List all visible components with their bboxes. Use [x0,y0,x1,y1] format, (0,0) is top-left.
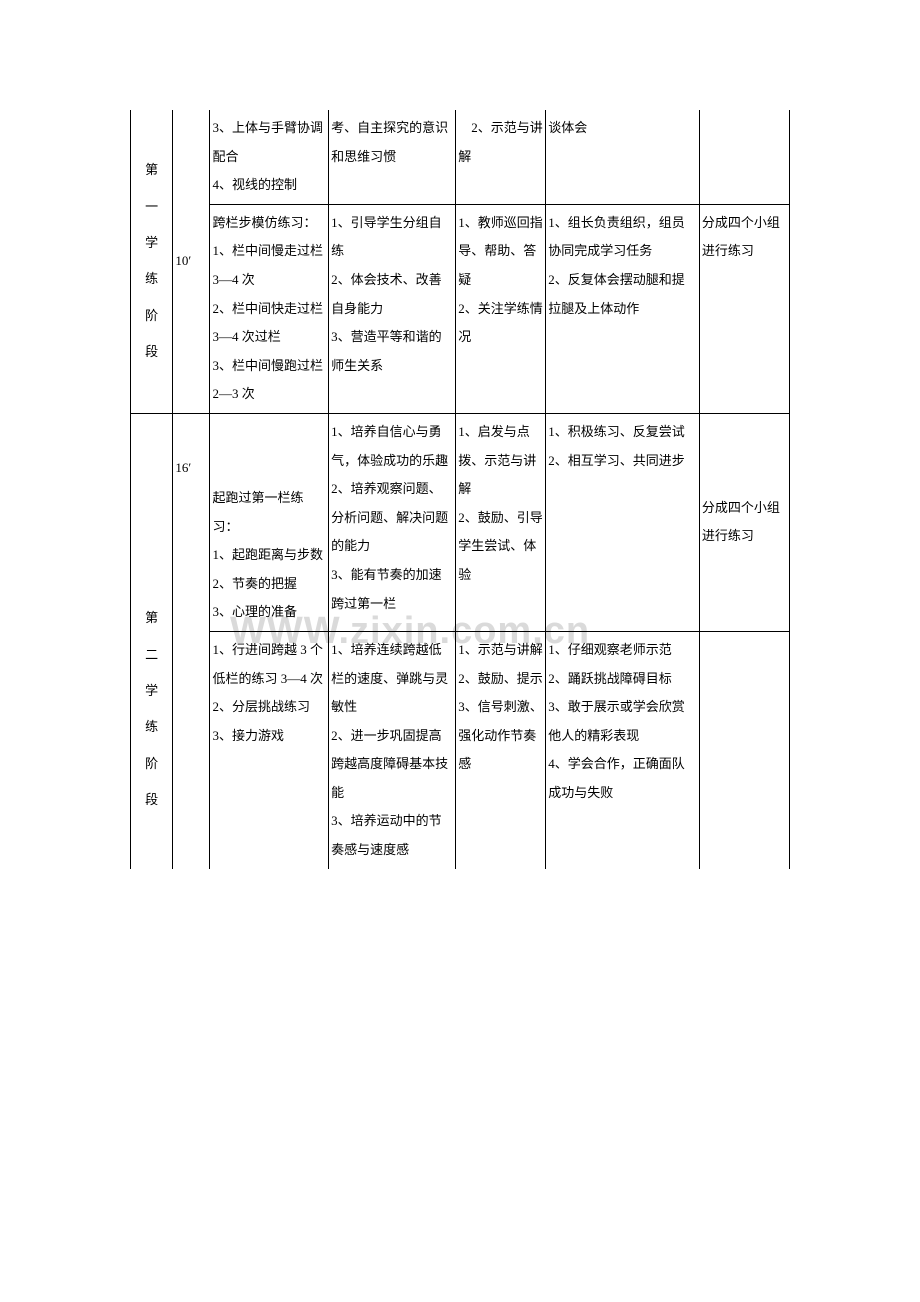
stage-2-time: 16′ [173,413,210,868]
r3-col7: 分成四个小组进行练习 [699,413,789,631]
lesson-plan-table: 第一学练阶段 10′ 3、上体与手臂协调配合4、视线的控制 考、自主探究的意识和… [130,110,790,869]
r2-col4: 1、引导学生分组自练2、体会技术、改善自身能力3、营造平等和谐的师生关系 [329,204,456,413]
r4-col4: 1、培养连续跨越低栏的速度、弹跳与灵敏性2、进一步巩固提高跨越高度障碍基本技能3… [329,631,456,868]
r4-col6: 1、仔细观察老师示范2、踊跃挑战障碍目标3、敢于展示或学会欣赏他人的精彩表现4、… [546,631,700,868]
r1-col3: 3、上体与手臂协调配合4、视线的控制 [210,110,329,204]
r3-col4: 1、培养自信心与勇气，体验成功的乐趣2、培养观察问题、分析问题、解决问题的能力3… [329,413,456,631]
r3-col5: 1、启发与点拨、示范与讲解2、鼓励、引导学生尝试、体验 [456,413,546,631]
stage-1-time: 10′ [173,110,210,413]
r2-col6: 1、组长负责组织，组员协同完成学习任务2、反复体会摆动腿和提拉腿及上体动作 [546,204,700,413]
r2-col5: 1、教师巡回指导、帮助、答疑2、关注学练情况 [456,204,546,413]
stage-1-label: 第一学练阶段 [131,110,173,413]
r4-col3: 1、行进间跨越 3 个低栏的练习 3—4 次2、分层挑战练习3、接力游戏 [210,631,329,868]
r4-col7 [699,631,789,868]
r1-col7 [699,110,789,204]
r3-col6: 1、积极练习、反复尝试2、相互学习、共同进步 [546,413,700,631]
stage-2-label: 第二学练阶段 [131,413,173,868]
r2-col7: 分成四个小组进行练习 [699,204,789,413]
r3-col3: 起跑过第一栏练习：1、起跑距离与步数2、节奏的把握3、心理的准备 [210,413,329,631]
r1-col4: 考、自主探究的意识和思维习惯 [329,110,456,204]
r1-col5: 2、示范与讲解 [456,110,546,204]
r1-col6: 谈体会 [546,110,700,204]
r4-col5: 1、示范与讲解2、鼓励、提示3、信号刺激、强化动作节奏感 [456,631,546,868]
r2-col3: 跨栏步模仿练习：1、栏中间慢走过栏 3—4 次2、栏中间快走过栏 3—4 次过栏… [210,204,329,413]
